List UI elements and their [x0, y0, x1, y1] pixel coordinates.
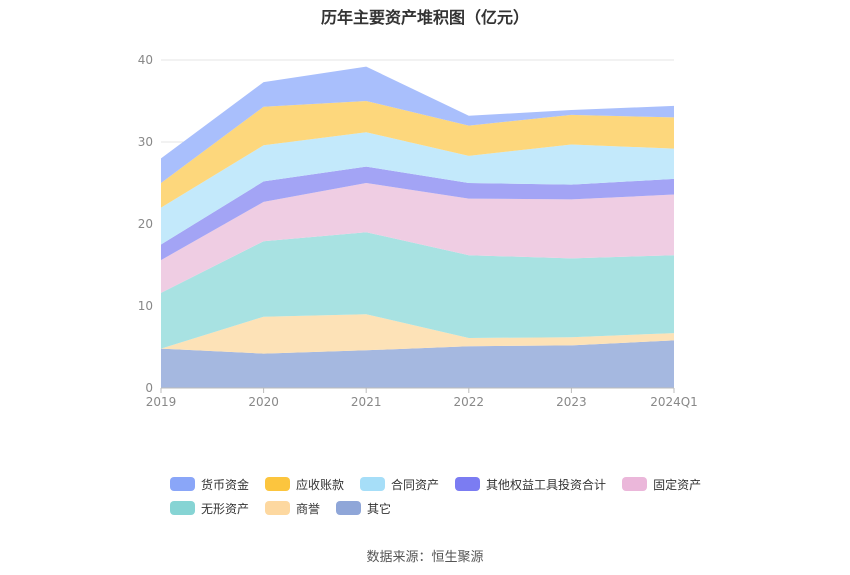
x-tick-label: 2024Q1 [650, 395, 698, 409]
x-tick-label: 2019 [146, 395, 177, 409]
legend-item[interactable]: 应收账款 [265, 476, 344, 493]
y-tick-label: 40 [138, 53, 153, 67]
legend-swatch [622, 477, 648, 491]
legend-row: 无形资产 商誉 其它 [170, 496, 730, 520]
legend-label: 应收账款 [296, 477, 345, 492]
y-tick-label: 30 [138, 135, 153, 149]
legend-swatch [170, 501, 195, 515]
legend-swatch [336, 501, 362, 515]
legend-row: 货币资金 应收账款 合同资产 其他权益工具投资合计 固定资产 [170, 472, 730, 496]
y-tick-label: 20 [138, 217, 153, 231]
legend-label: 合同资产 [391, 477, 440, 492]
chart-legend: 货币资金 应收账款 合同资产 其他权益工具投资合计 固定资产无形资产 商誉 其它 [170, 472, 730, 520]
legend-item[interactable]: 合同资产 [360, 476, 439, 493]
legend-swatch [360, 477, 386, 491]
area-series [161, 66, 674, 183]
legend-swatch [265, 501, 291, 515]
legend-item[interactable]: 货币资金 [170, 476, 249, 493]
legend-item[interactable]: 固定资产 [622, 476, 701, 493]
legend-label: 货币资金 [201, 477, 250, 492]
y-tick-label: 0 [145, 381, 153, 395]
area-series [161, 132, 674, 245]
legend-item[interactable]: 商誉 [265, 500, 320, 517]
legend-label: 其它 [367, 501, 392, 516]
legend-label: 其他权益工具投资合计 [486, 477, 607, 492]
area-series [161, 166, 674, 261]
x-tick-label: 2021 [351, 395, 382, 409]
legend-item[interactable]: 其他权益工具投资合计 [455, 476, 606, 493]
legend-label: 无形资产 [201, 501, 250, 516]
legend-swatch [265, 477, 291, 491]
legend-item[interactable]: 其它 [336, 500, 391, 517]
area-series [161, 101, 674, 208]
legend-item[interactable]: 无形资产 [170, 500, 249, 517]
x-tick-label: 2022 [454, 395, 485, 409]
area-series [161, 183, 674, 293]
area-series [161, 340, 674, 388]
legend-swatch [170, 477, 195, 491]
legend-swatch [455, 477, 481, 491]
legend-label: 固定资产 [653, 477, 702, 492]
legend-label: 商誉 [296, 501, 321, 516]
data-source: 数据来源：恒生聚源 [366, 550, 484, 565]
area-series [161, 232, 674, 349]
x-tick-label: 2020 [248, 395, 279, 409]
y-tick-label: 10 [138, 299, 153, 313]
x-tick-label: 2023 [556, 395, 587, 409]
area-series [161, 314, 674, 354]
chart-title: 历年主要资产堆积图（亿元） [320, 8, 529, 27]
